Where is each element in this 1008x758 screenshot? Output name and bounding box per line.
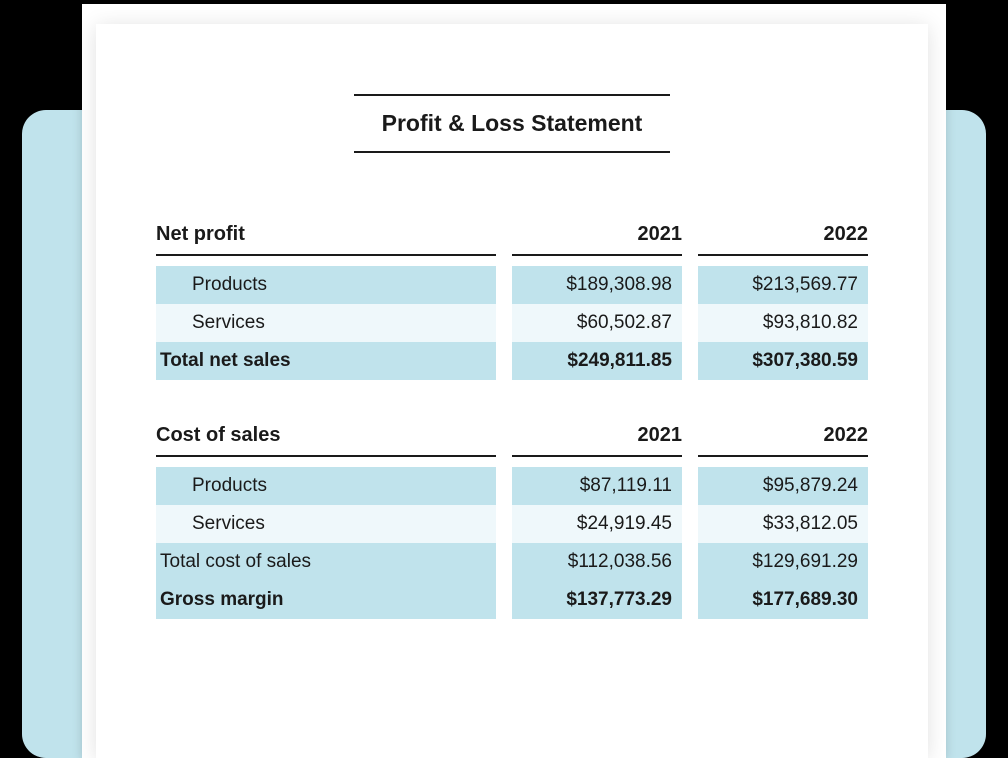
row-value-y2: $177,689.30 [698,581,868,619]
table-row: Total cost of sales $112,038.56 $129,691… [156,543,868,581]
row-value-y1: $24,919.45 [512,505,682,543]
row-label: Products [156,467,496,505]
section-header-year2: 2022 [698,223,868,256]
section-header-label: Net profit [156,223,496,256]
section-net-profit: Net profit 2021 2022 Products $189,308.9… [156,223,868,380]
row-value-y1: $87,119.11 [512,467,682,505]
table-row: Products $189,308.98 $213,569.77 [156,266,868,304]
row-value-y2: $33,812.05 [698,505,868,543]
row-value-y1: $137,773.29 [512,581,682,619]
row-label: Services [156,304,496,342]
row-label: Products [156,266,496,304]
row-label: Total cost of sales [156,543,496,581]
section-header-row: Net profit 2021 2022 [156,223,868,256]
table-row: Services $60,502.87 $93,810.82 [156,304,868,342]
row-value-y2: $307,380.59 [698,342,868,380]
title-wrap: Profit & Loss Statement [156,94,868,153]
table-row-total: Gross margin $137,773.29 $177,689.30 [156,581,868,619]
row-label: Total net sales [156,342,496,380]
row-label: Services [156,505,496,543]
document-title: Profit & Loss Statement [354,94,671,153]
row-value-y1: $60,502.87 [512,304,682,342]
section-header-year1: 2021 [512,223,682,256]
section-header-year2: 2022 [698,424,868,457]
row-value-y1: $112,038.56 [512,543,682,581]
table-row-total: Total net sales $249,811.85 $307,380.59 [156,342,868,380]
section-header-label: Cost of sales [156,424,496,457]
table-row: Services $24,919.45 $33,812.05 [156,505,868,543]
row-value-y1: $249,811.85 [512,342,682,380]
section-header-row: Cost of sales 2021 2022 [156,424,868,457]
row-value-y2: $129,691.29 [698,543,868,581]
table-row: Products $87,119.11 $95,879.24 [156,467,868,505]
row-value-y2: $95,879.24 [698,467,868,505]
row-value-y2: $213,569.77 [698,266,868,304]
section-cost-of-sales: Cost of sales 2021 2022 Products $87,119… [156,424,868,619]
row-value-y2: $93,810.82 [698,304,868,342]
statement-document: Profit & Loss Statement Net profit 2021 … [96,24,928,758]
section-header-year1: 2021 [512,424,682,457]
row-label: Gross margin [156,581,496,619]
row-value-y1: $189,308.98 [512,266,682,304]
